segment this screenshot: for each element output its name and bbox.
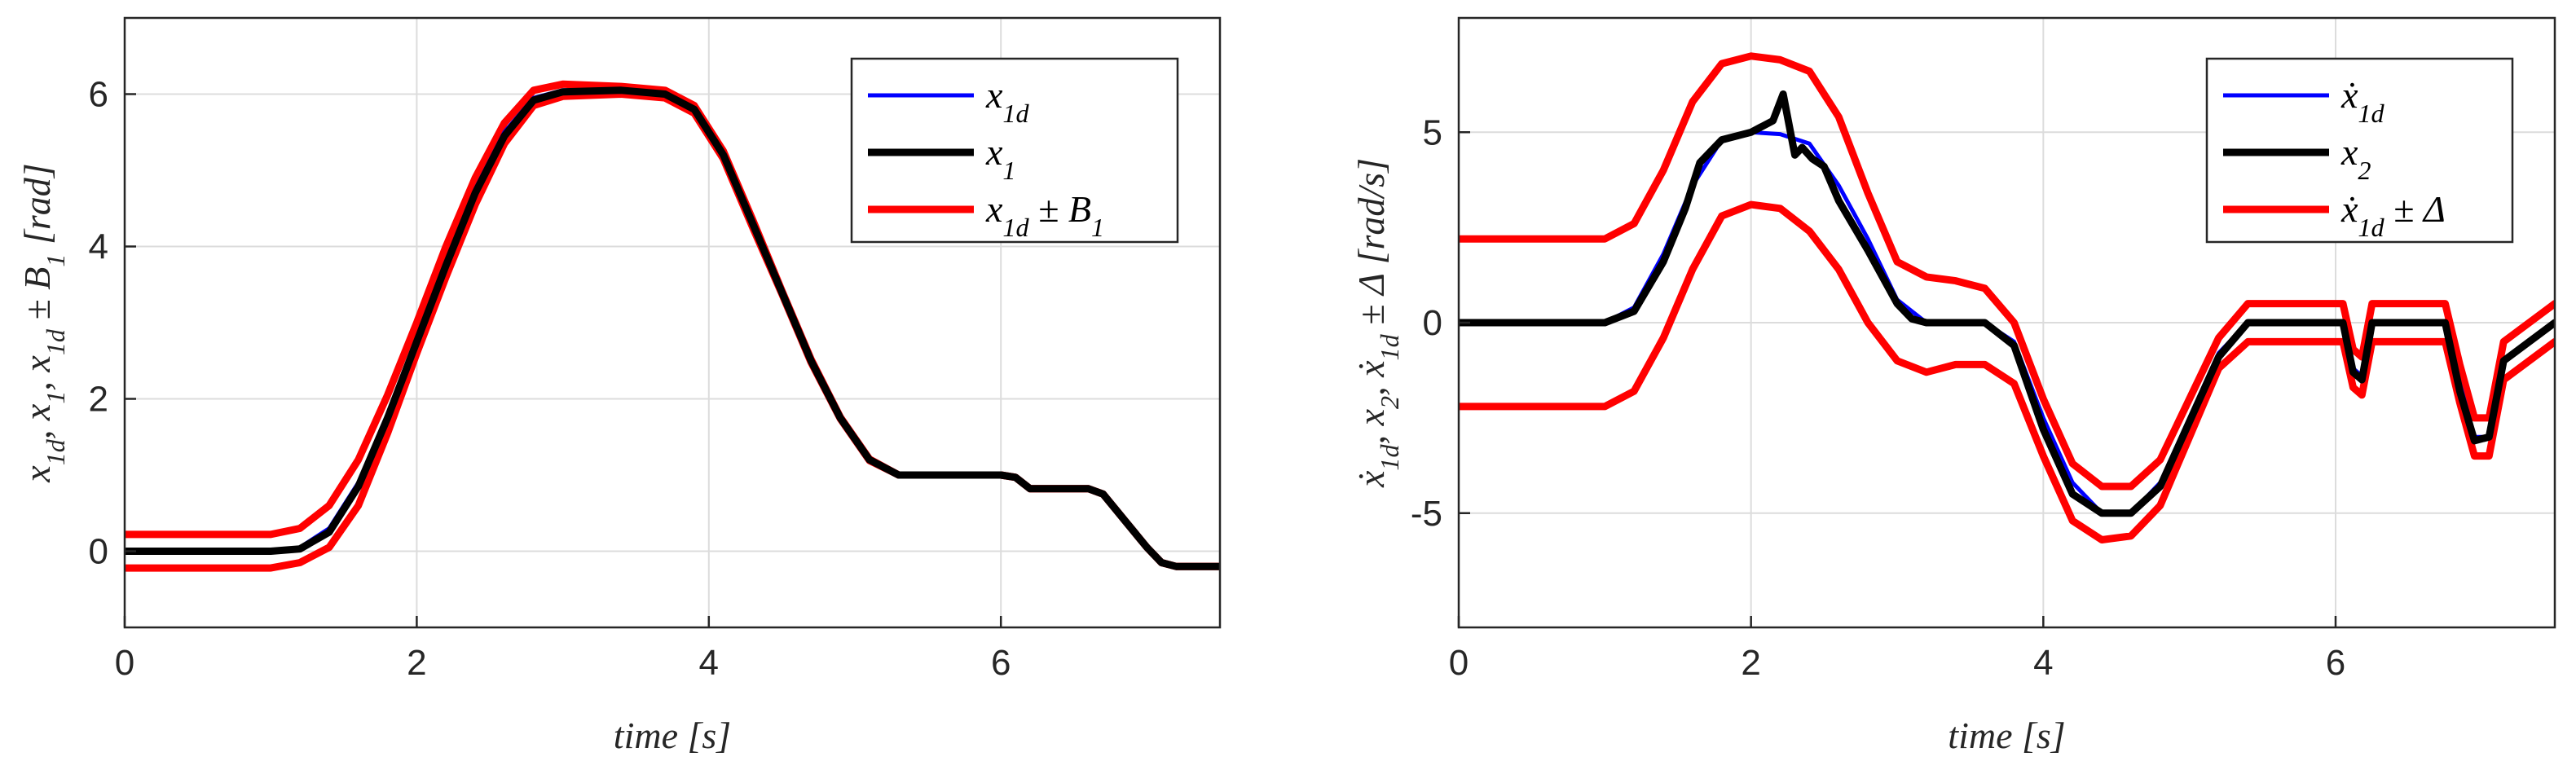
series-group [125, 80, 1220, 572]
y-tick-label: 6 [89, 75, 108, 115]
x-tick-label: 6 [2326, 643, 2345, 683]
x-tick-label: 2 [407, 643, 426, 683]
series-line--1d- [1459, 52, 2555, 491]
legend-label: ẋ1d [2340, 74, 2385, 128]
left-chart-panel: 0 2 4 6 0 2 4 6 time [s] x1d, x1, x1d ± B1 [rad] x… [16, 16, 1222, 756]
legend-label: x1 [985, 131, 1016, 185]
x-tick-label: 0 [1449, 643, 1469, 683]
series-line-x-2 [1459, 90, 2555, 517]
series-line-x-1 [125, 86, 1220, 570]
series-line--1d- [1459, 200, 2555, 543]
y-tick-label: -5 [1411, 494, 1442, 534]
y-tick-label: 0 [1423, 303, 1442, 343]
legend-label: ẋ1d ± Δ [2340, 188, 2446, 242]
legend-label: x2 [2340, 131, 2371, 185]
series-group [1459, 52, 2555, 543]
axes-box [123, 16, 1222, 629]
x-tick-label: 6 [991, 643, 1011, 683]
x-tick-label: 0 [115, 643, 134, 683]
x-tick-label: 2 [1741, 643, 1760, 683]
y-axis-label: ẋ1d, x2, ẋ1d ± Δ [rad/s] [1350, 158, 1404, 488]
legend-label: x1d [985, 74, 1030, 128]
legend-label: x1d ± B1 [985, 188, 1104, 242]
y-tick-label: 5 [1423, 112, 1442, 152]
x-tick-label: 4 [699, 643, 719, 683]
y-tick-label: 0 [89, 532, 108, 572]
x-axis-label: time [s] [614, 715, 731, 756]
x-tick-label: 4 [2033, 643, 2053, 683]
x-axis-label: time [s] [1948, 715, 2065, 756]
right-chart-panel: 0 2 4 6 -5 0 5 time [s] ẋ1d, x2, ẋ1d ± Δ [rad/s]… [1350, 16, 2556, 756]
y-tick-label: 4 [89, 227, 108, 267]
y-axis-label: x1d, x1, x1d ± B1 [rad] [16, 163, 70, 482]
y-tick-label: 2 [89, 380, 108, 420]
